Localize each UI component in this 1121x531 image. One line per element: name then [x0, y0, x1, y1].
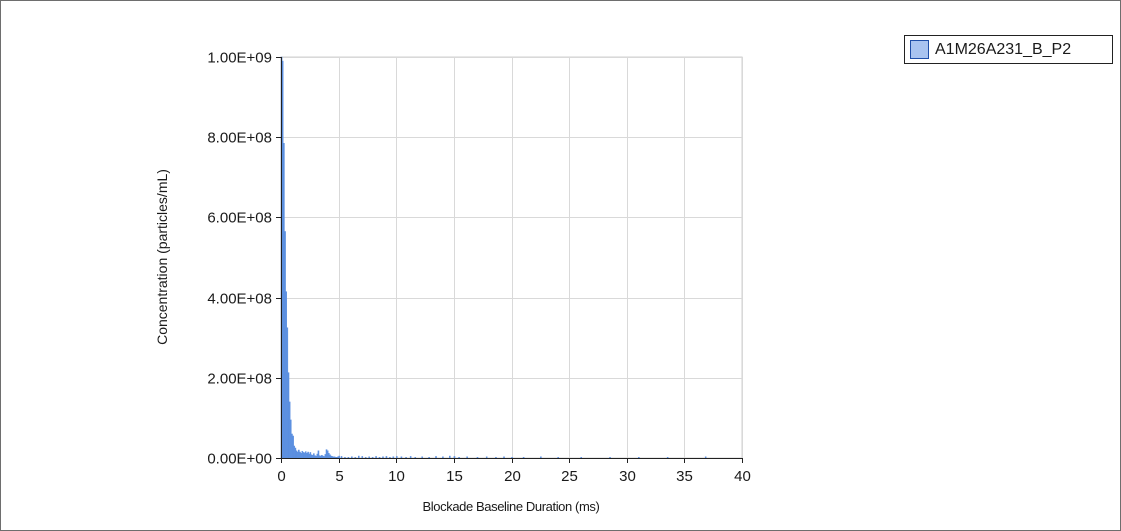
histogram-bar [392, 456, 395, 459]
histogram-bar [466, 456, 468, 459]
histogram-bar [378, 457, 381, 459]
histogram-bar [364, 457, 367, 459]
histogram-bar [361, 456, 364, 459]
x-tick-label: 40 [734, 468, 751, 485]
histogram-bar [354, 457, 357, 459]
histogram-bar [338, 455, 340, 459]
histogram-bar [368, 456, 370, 459]
histogram-bar [449, 455, 451, 459]
x-tick-label: 10 [388, 468, 405, 485]
histogram-bar [409, 456, 412, 459]
histogram-bar [351, 456, 353, 459]
bars-layer [280, 56, 707, 459]
histogram-bar [638, 457, 640, 459]
histogram-bar [476, 457, 479, 459]
histogram-bar [511, 457, 513, 459]
histogram-bar [435, 456, 437, 459]
histogram-bar [347, 457, 350, 459]
axes-layer [276, 57, 743, 463]
histogram-bar [428, 457, 430, 459]
y-tick-label: 8.00E+08 [207, 130, 272, 147]
histogram-bar [421, 456, 423, 459]
y-tick-label: 4.00E+08 [207, 291, 272, 308]
histogram-bar [400, 456, 403, 459]
x-tick-label: 35 [676, 468, 693, 485]
histogram-bar [375, 456, 377, 459]
y-tick-label: 2.00E+08 [207, 371, 272, 388]
legend-label: A1M26A231_B_P2 [935, 40, 1072, 58]
histogram-bar [358, 455, 360, 459]
y-tick-label: 0.00E+00 [207, 451, 272, 468]
y-tick-label: 6.00E+08 [207, 210, 272, 227]
histogram-bar [522, 457, 525, 459]
grid-layer [280, 56, 743, 459]
histogram-bar [704, 456, 707, 459]
y-tick-label: 1.00E+09 [207, 50, 272, 67]
y-axis-title: Concentration (particles/mL) [154, 169, 170, 345]
histogram-bar [453, 456, 456, 459]
x-axis-title: Blockade Baseline Duration (ms) [423, 499, 600, 514]
histogram-bar [485, 456, 488, 459]
histogram-bar [385, 456, 388, 459]
histogram-bar [405, 457, 407, 459]
legend: A1M26A231_B_P2 [904, 35, 1113, 64]
histogram-bar [540, 456, 542, 459]
histogram-bar [580, 457, 583, 459]
x-tick-label: 15 [446, 468, 463, 485]
x-tick-label: 30 [619, 468, 636, 485]
x-tick-label: 5 [335, 468, 343, 485]
x-tick-label: 25 [561, 468, 578, 485]
histogram-bar [495, 457, 497, 459]
x-tick-label: 0 [277, 468, 285, 485]
histogram-bar [382, 456, 384, 459]
histogram-bar [557, 457, 559, 459]
histogram-bar [340, 456, 343, 459]
histogram-bar [344, 457, 346, 459]
histogram-bar [458, 457, 460, 459]
histogram-bar [414, 457, 417, 459]
histogram-bar [371, 457, 374, 459]
histogram-bar [442, 456, 444, 459]
histogram-bar [389, 457, 391, 459]
legend-swatch [910, 40, 929, 59]
histogram-bar [396, 456, 398, 459]
x-tick-label: 20 [504, 468, 521, 485]
histogram-bar [666, 457, 669, 459]
histogram-bar [609, 457, 611, 459]
plot-area [280, 56, 743, 459]
labels-layer: 0 5 10 15 20 25 30 35 40 0.00E+00 2.00E+08 4.00E+08… [207, 50, 751, 486]
histogram-bar [503, 456, 505, 459]
